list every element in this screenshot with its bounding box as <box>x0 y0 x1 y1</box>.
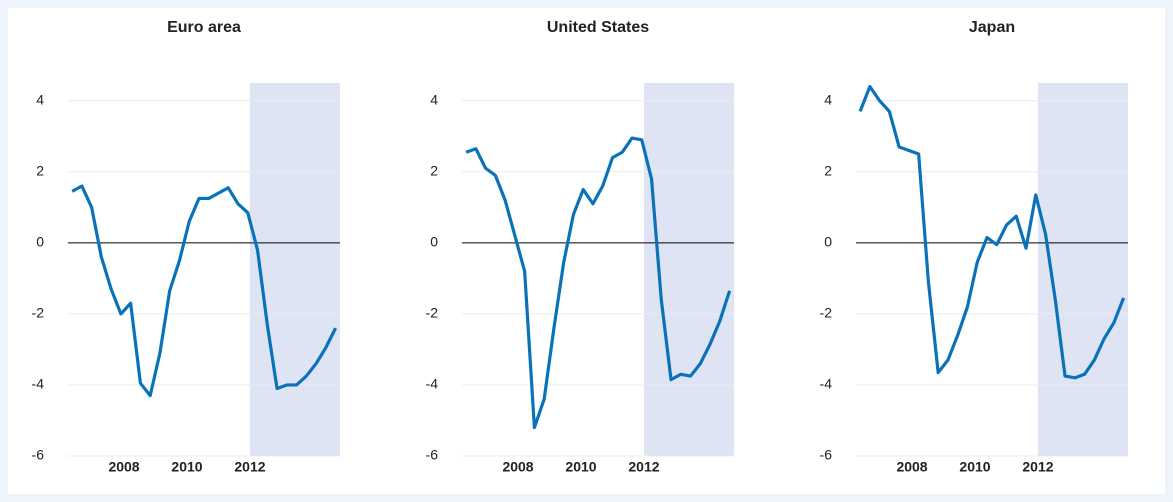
x-tick-label: 2012 <box>1022 459 1053 475</box>
data-line <box>465 136 732 430</box>
y-tick-label: -2 <box>426 305 439 321</box>
panel-background <box>8 8 1165 494</box>
x-tick-label: 2008 <box>502 459 533 475</box>
chart-title: Japan <box>969 19 1015 36</box>
y-tick-label: 2 <box>430 163 438 179</box>
chart-title: Euro area <box>167 19 241 36</box>
y-tick-label: 2 <box>824 163 832 179</box>
x-tick-label: 2010 <box>171 459 202 475</box>
forecast-shade <box>1037 83 1128 456</box>
chart-title: United States <box>547 19 649 36</box>
y-tick-label: 0 <box>36 234 44 250</box>
y-tick-label: -6 <box>820 447 833 463</box>
data-line <box>858 84 1126 380</box>
x-tick-label: 2012 <box>234 459 265 475</box>
y-tick-label: 4 <box>824 91 832 107</box>
y-tick-label: -4 <box>820 376 833 392</box>
x-tick-label: 2008 <box>108 459 139 475</box>
y-tick-label: 4 <box>36 91 44 107</box>
x-tick-label: 2010 <box>565 459 596 475</box>
x-tick-label: 2010 <box>959 459 990 475</box>
x-tick-label: 2012 <box>628 459 659 475</box>
y-tick-label: 0 <box>430 234 438 250</box>
y-tick-label: 0 <box>824 234 832 250</box>
y-tick-label: 2 <box>36 163 44 179</box>
x-tick-label: 2008 <box>896 459 927 475</box>
y-tick-label: -6 <box>426 447 439 463</box>
y-tick-label: -2 <box>820 305 833 321</box>
forecast-shade <box>249 83 340 456</box>
y-tick-label: -4 <box>426 376 439 392</box>
y-tick-label: -2 <box>32 305 45 321</box>
data-line <box>71 184 338 398</box>
y-tick-label: -4 <box>32 376 45 392</box>
y-tick-label: -6 <box>32 447 45 463</box>
y-tick-label: 4 <box>430 91 438 107</box>
